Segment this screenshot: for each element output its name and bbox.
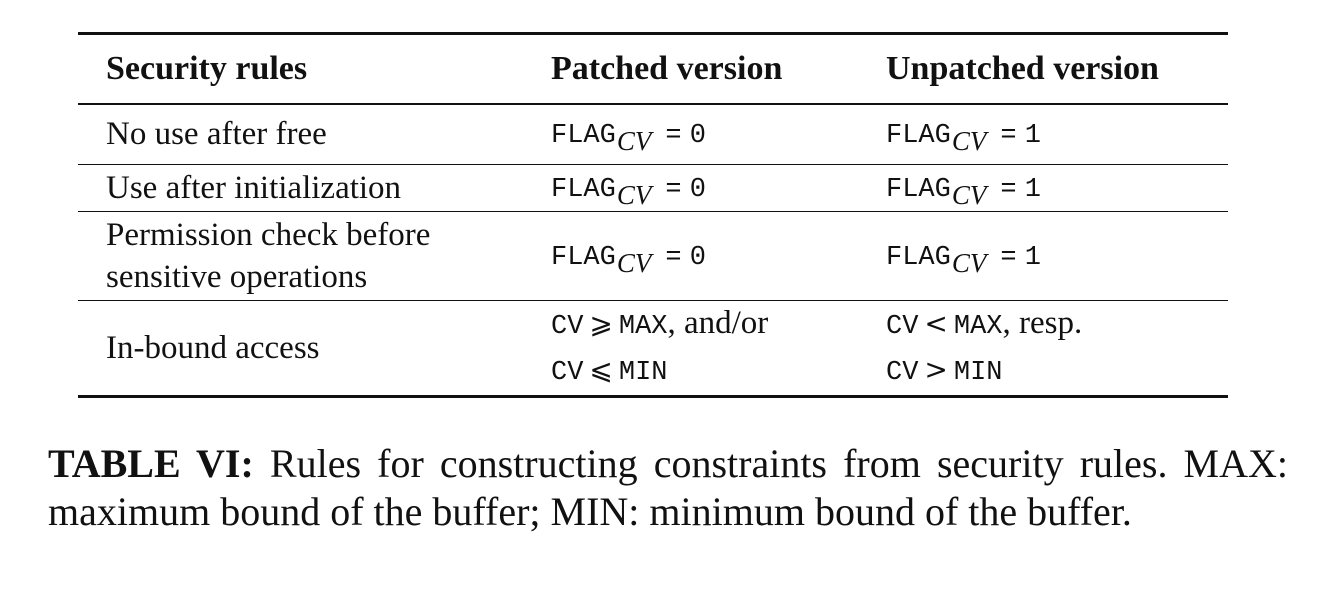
rule-cell: Permission check before sensitive operat… [78, 211, 551, 301]
constraint-line: CV ⩽ MIN [551, 348, 886, 394]
bound-var: MAX [953, 312, 1003, 342]
rule-cell: In-bound access [106, 329, 320, 366]
flag-value: 0 [689, 174, 706, 205]
flag-text: FLAG [551, 121, 616, 151]
operator: ⩾ [589, 307, 613, 340]
bound-var: MAX [618, 312, 668, 342]
table-row: Permission check before sensitive operat… [78, 211, 1228, 301]
constraint-line: CV > MIN [886, 348, 1228, 394]
table-header-row: Security rules Patched version Unpatched… [78, 33, 1228, 105]
caption-label: TABLE VI: [48, 441, 254, 486]
flag-subscript: CV [616, 247, 652, 278]
flag-text: FLAG [551, 242, 616, 273]
flag-value: 1 [1024, 174, 1041, 205]
rule-line: sensitive operations [106, 259, 368, 295]
patched-cell: FLAGCV = 0 [551, 164, 886, 212]
equals-sign: = [1000, 174, 1017, 205]
connector-text: , and/or [667, 305, 769, 341]
equals-sign: = [665, 174, 682, 205]
flag-subscript: CV [616, 179, 652, 210]
patched-cell: CV ⩾ MAX, and/or CV ⩽ MIN [551, 301, 886, 397]
operator: > [924, 353, 948, 386]
unpatched-cell: FLAGCV = 1 [886, 104, 1228, 165]
cv-var: CV [886, 312, 919, 342]
flag-value: 1 [1024, 121, 1041, 151]
flag-subscript: CV [951, 126, 987, 156]
rules-table-container: Security rules Patched version Unpatched… [78, 32, 1228, 398]
header-patched-version: Patched version [551, 33, 886, 105]
unpatched-cell: CV < MAX, resp. CV > MIN [886, 301, 1228, 397]
patched-cell: FLAGCV = 0 [551, 104, 886, 165]
flag-subscript: CV [951, 247, 987, 278]
flag-value: 0 [689, 121, 706, 151]
caption-text: Rules for constructing constraints from … [48, 441, 1289, 534]
cv-var: CV [551, 312, 584, 342]
unpatched-cell: FLAGCV = 1 [886, 164, 1228, 212]
constraint-line: CV < MAX, resp. [886, 302, 1228, 348]
cv-var: CV [886, 358, 919, 388]
patched-cell: FLAGCV = 0 [551, 211, 886, 301]
equals-sign: = [665, 242, 682, 273]
equals-sign: = [1000, 242, 1017, 273]
constraint-line: CV ⩾ MAX, and/or [551, 302, 886, 348]
table-row: In-bound access CV ⩾ MAX, and/or CV ⩽ MIN CV… [78, 301, 1228, 397]
flag-text: FLAG [551, 174, 616, 205]
flag-text: FLAG [886, 121, 951, 151]
operator: < [924, 307, 948, 340]
security-rules-table: Security rules Patched version Unpatched… [78, 32, 1228, 398]
cv-var: CV [551, 358, 584, 388]
flag-subscript: CV [951, 179, 987, 210]
flag-value: 0 [689, 242, 706, 273]
table-caption: TABLE VI: Rules for constructing constra… [48, 440, 1288, 536]
connector-text: , resp. [1002, 305, 1083, 341]
flag-text: FLAG [886, 242, 951, 273]
unpatched-cell: FLAGCV = 1 [886, 211, 1228, 301]
operator: ⩽ [589, 353, 613, 386]
header-security-rules: Security rules [78, 33, 551, 105]
bound-var: MIN [953, 358, 1003, 388]
flag-value: 1 [1024, 242, 1041, 273]
flag-subscript: CV [616, 126, 652, 156]
rule-cell: Use after initialization [78, 164, 551, 212]
equals-sign: = [1000, 121, 1017, 151]
bound-var: MIN [618, 358, 668, 388]
equals-sign: = [665, 121, 682, 151]
rule-cell: No use after free [78, 104, 551, 165]
table-row: No use after free FLAGCV = 0 FLAGCV = 1 [78, 104, 1228, 165]
flag-text: FLAG [886, 174, 951, 205]
header-unpatched-version: Unpatched version [886, 33, 1228, 105]
table-row: Use after initialization FLAGCV = 0 FLAGC… [78, 164, 1228, 212]
rule-line: Permission check before [106, 217, 431, 253]
